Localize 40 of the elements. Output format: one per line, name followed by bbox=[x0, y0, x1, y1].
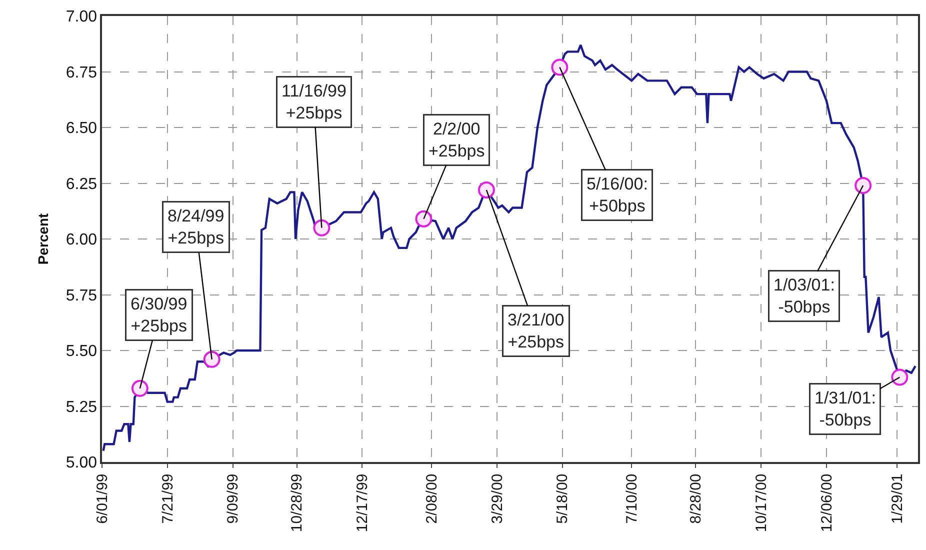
annotation: 3/21/00 +25bps bbox=[508, 310, 564, 352]
y-tick-label: 5.25 bbox=[66, 398, 98, 416]
y-tick-label: 5.50 bbox=[66, 343, 98, 360]
annotation: 6/30/99 +25bps bbox=[130, 294, 188, 336]
y-tick-label: 5.75 bbox=[66, 287, 98, 304]
y-tick-label: 6.50 bbox=[66, 120, 98, 138]
x-tick-label: 5/18/00 bbox=[554, 474, 572, 524]
y-tick-label: 6.25 bbox=[66, 176, 98, 193]
point bbox=[891, 368, 908, 386]
x-tick-label: 1/29/01 bbox=[888, 474, 906, 524]
point bbox=[131, 380, 148, 397]
y-tick-label: 5.00 bbox=[66, 454, 98, 472]
y-tick-label: 7.00 bbox=[66, 8, 98, 26]
x-tick-label: 10/28/99 bbox=[288, 474, 306, 532]
y-tick-label: 6.00 bbox=[66, 232, 98, 249]
annotation: 5/16/00: +50bps bbox=[586, 174, 648, 216]
point bbox=[313, 219, 330, 236]
x-tick-label: 6/01/99 bbox=[94, 474, 111, 524]
x-tick-label: 2/08/00 bbox=[423, 474, 440, 524]
x-tick-label: 7/10/00 bbox=[623, 474, 640, 524]
x-tick-label: 3/29/00 bbox=[488, 474, 506, 524]
x-tick-label: 9/09/99 bbox=[224, 474, 242, 524]
point bbox=[478, 181, 495, 198]
x-tick-label: 12/06/00 bbox=[818, 474, 836, 532]
annotation: 1/31/01: -50bps bbox=[814, 388, 876, 430]
point bbox=[415, 210, 432, 228]
point bbox=[551, 58, 568, 76]
y-tick-label: 6.75 bbox=[66, 64, 98, 82]
annotation: 8/24/99 +25bps bbox=[168, 206, 224, 248]
point bbox=[854, 176, 872, 194]
x-tick-label: 10/17/00 bbox=[752, 474, 770, 532]
line-series bbox=[102, 44, 916, 452]
annotation: 2/2/00 +25bps bbox=[428, 120, 485, 161]
x-tick-label: 8/28/00 bbox=[688, 474, 705, 524]
x-tick-label: 7/21/99 bbox=[159, 474, 176, 524]
annotation: 1/03/01: -50bps bbox=[774, 276, 835, 317]
point bbox=[203, 350, 220, 368]
x-tick-label: 12/17/99 bbox=[354, 474, 372, 532]
y-axis-title: Percent bbox=[35, 212, 52, 265]
annotation: 11/16/99 +25bps bbox=[282, 82, 346, 123]
